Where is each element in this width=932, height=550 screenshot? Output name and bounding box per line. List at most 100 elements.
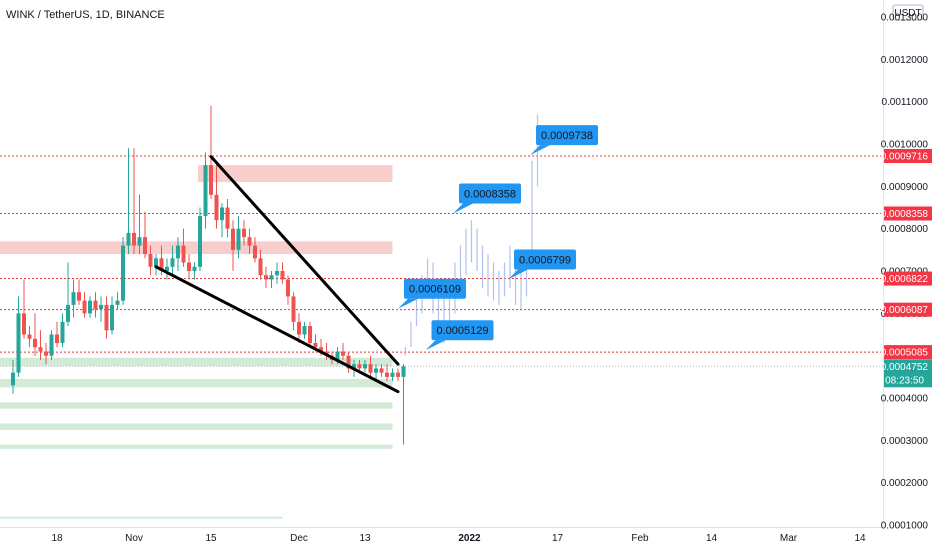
price-axis[interactable]: USDT 0.0013000 0.0012000 0.0011000 0.001000…	[881, 4, 929, 532]
candle	[49, 330, 54, 360]
level-price-tag: 0.0006822	[881, 274, 929, 285]
callout-box	[404, 278, 466, 299]
candle-body	[93, 300, 98, 310]
price-tick-label: 0.0001000	[881, 521, 929, 532]
candle	[11, 359, 15, 394]
candle	[104, 296, 109, 339]
callout-box	[514, 249, 576, 270]
candle	[308, 321, 312, 348]
support-zone	[0, 402, 393, 409]
candle	[77, 279, 81, 305]
candle	[396, 368, 400, 382]
price-zones	[0, 165, 393, 519]
callout-pointer	[398, 298, 418, 309]
wedge-line	[154, 265, 400, 394]
time-tick-label: Mar	[780, 533, 798, 544]
price-tick-label: 0.0003000	[881, 436, 929, 447]
candle	[214, 165, 219, 229]
candle	[302, 321, 307, 339]
candle	[286, 275, 290, 305]
time-tick-label: 17	[552, 533, 564, 544]
candle	[247, 228, 252, 255]
candle	[38, 330, 43, 360]
callout-label: 0.0008358	[464, 189, 516, 201]
currency-label: USDT	[894, 8, 921, 19]
resistance-zone	[0, 241, 393, 255]
candle-body	[82, 300, 87, 314]
wedge-lines	[154, 155, 400, 394]
candle-body	[302, 326, 307, 335]
price-tick-label: 0.0008000	[881, 224, 929, 235]
price-tick-label: 0.0004000	[881, 394, 929, 405]
candle	[110, 296, 114, 335]
candle	[66, 262, 70, 327]
candle-body	[110, 304, 114, 331]
candle-body	[231, 228, 235, 250]
candle	[165, 258, 169, 280]
candle-body	[275, 271, 279, 276]
time-tick-label: Nov	[125, 533, 143, 544]
candle	[385, 364, 389, 382]
candle-body	[264, 275, 268, 280]
candle	[269, 271, 274, 288]
price-callout: 0.0008358	[453, 183, 521, 214]
level-price-tag: 0.0009716	[881, 152, 929, 163]
candle-body	[209, 165, 213, 195]
time-tick-label: 14	[706, 533, 718, 544]
level-price-tag-bg	[884, 149, 932, 164]
price-tick-label: 0.0009000	[881, 182, 929, 193]
candle-body	[33, 338, 37, 348]
price-callout: 0.0005129	[425, 320, 494, 351]
candle-body	[55, 334, 59, 344]
level-price-tags: 0.0009716 0.0008358 0.0006822 0.0006087 0.00…	[881, 149, 932, 388]
candle	[44, 343, 48, 365]
candle-body	[71, 292, 76, 305]
candle	[137, 194, 142, 255]
candlesticks	[11, 105, 406, 445]
candle-body	[27, 334, 32, 339]
callout-label: 0.0009738	[541, 130, 593, 142]
time-tick-label: 13	[359, 533, 371, 544]
candle-body	[286, 279, 290, 297]
candle-body	[379, 368, 384, 373]
candle-body	[280, 271, 285, 280]
candle-body	[99, 304, 103, 310]
candle	[280, 262, 285, 284]
candle-body	[104, 304, 109, 331]
candle-body	[236, 228, 241, 250]
candle	[374, 364, 378, 382]
price-tick-label: 0.0013000	[881, 12, 929, 23]
candle-body	[143, 237, 147, 255]
candle	[121, 237, 125, 305]
candle-body	[363, 364, 367, 369]
candle	[60, 313, 65, 348]
candle-body	[44, 351, 48, 356]
callout-box	[431, 320, 494, 341]
price-callout: 0.0006109	[398, 278, 466, 309]
callout-label: 0.0006109	[409, 284, 461, 296]
callout-pointer	[530, 145, 550, 156]
candle-body	[132, 232, 136, 246]
candle-body	[22, 313, 26, 335]
candle-body	[242, 228, 246, 238]
time-tick-label: 15	[205, 533, 217, 544]
candle	[258, 249, 263, 280]
candle	[253, 237, 257, 263]
callout-label: 0.0005129	[437, 325, 489, 337]
price-callouts: 0.0009738 0.0008358 0.0006799 0.0006109 0.00…	[398, 125, 598, 351]
candle-body	[148, 254, 153, 267]
callout-label: 0.0006799	[519, 255, 571, 267]
candle	[176, 237, 180, 272]
candle-body	[198, 215, 202, 267]
candle	[209, 105, 213, 200]
time-axis[interactable]: 18Nov15Dec13202217Feb14Mar14Ap	[51, 533, 932, 544]
candle-body	[154, 258, 158, 267]
candle	[22, 279, 26, 339]
candle-body	[121, 245, 125, 301]
level-price-tag: 0.0006087	[881, 305, 929, 316]
candle-body	[88, 300, 92, 314]
candle	[341, 343, 345, 360]
currency-box	[892, 4, 924, 21]
price-callout: 0.0006799	[508, 249, 576, 280]
